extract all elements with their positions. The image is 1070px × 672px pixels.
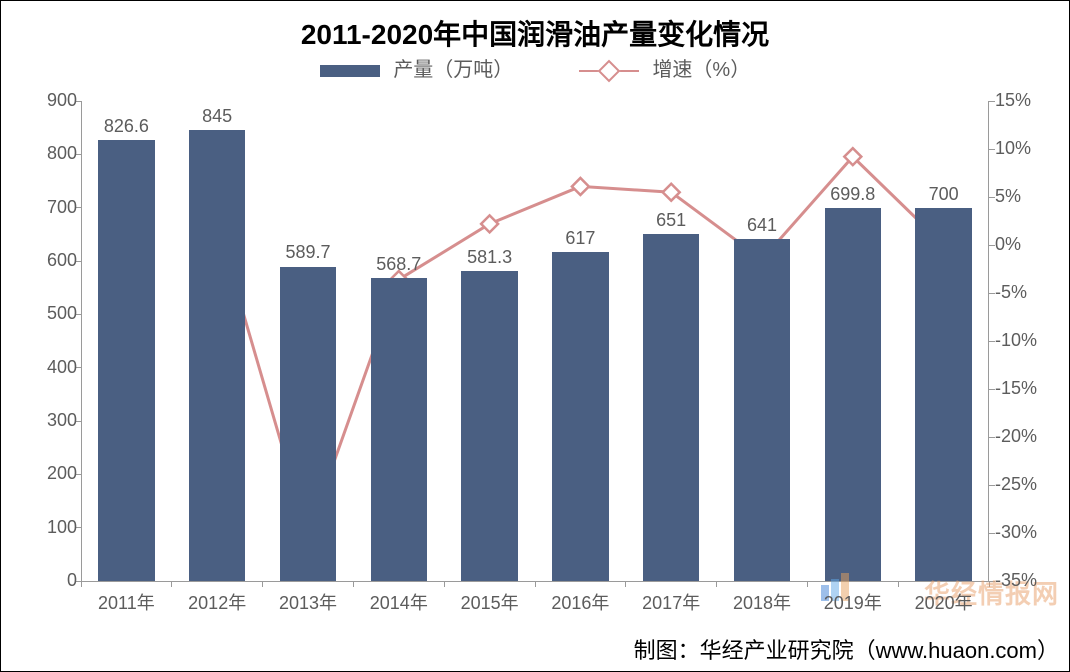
y-left-axis-label: 200 (7, 463, 77, 484)
bar-value-label: 581.3 (467, 247, 512, 268)
bar (643, 234, 699, 581)
bar-value-label: 589.7 (285, 242, 330, 263)
legend: 产量（万吨） 增速（%） (1, 53, 1069, 82)
legend-item-line: 增速（%） (579, 53, 750, 82)
y-left-axis-label: 500 (7, 303, 77, 324)
x-axis-label: 2018年 (733, 589, 791, 615)
x-tick (81, 581, 82, 587)
x-axis-label: 2013年 (279, 589, 337, 615)
chart-container: 2011-2020年中国润滑油产量变化情况 产量（万吨） 增速（%） 华经情报网… (0, 0, 1070, 672)
y-left-axis-label: 900 (7, 90, 77, 111)
bar (189, 130, 245, 581)
y-left-axis-label: 300 (7, 410, 77, 431)
diamond-marker-icon (663, 184, 680, 201)
y-right-axis-label: -25% (995, 474, 1065, 495)
y-left-axis-label: 700 (7, 197, 77, 218)
bar (280, 267, 336, 582)
bar-value-label: 651 (656, 210, 686, 231)
x-tick (898, 581, 899, 587)
diamond-marker-icon (481, 215, 498, 232)
bar (461, 271, 517, 581)
y-right-axis-label: 0% (995, 234, 1065, 255)
x-tick (625, 581, 626, 587)
bar (915, 208, 971, 581)
bar-value-label: 700 (929, 184, 959, 205)
x-tick (807, 581, 808, 587)
diamond-marker-icon (844, 148, 861, 165)
bar-value-label: 826.6 (104, 116, 149, 137)
x-axis-label: 2019年 (824, 589, 882, 615)
right-axis-line (988, 101, 989, 581)
y-left-axis-label: 0 (7, 570, 77, 591)
y-right-axis-label: -15% (995, 378, 1065, 399)
legend-item-bar: 产量（万吨） (320, 53, 514, 82)
x-tick (171, 581, 172, 587)
plot-area (81, 101, 989, 581)
footer-text: 制图：华经产业研究院（www.huaon.com） (1, 633, 1059, 665)
diamond-marker-icon (598, 59, 621, 82)
legend-line-label: 增速（%） (652, 59, 750, 81)
y-left-axis-label: 600 (7, 250, 77, 271)
x-tick (716, 581, 717, 587)
y-right-axis-label: -30% (995, 522, 1065, 543)
x-tick (353, 581, 354, 587)
x-axis-label: 2011年 (98, 589, 155, 615)
y-right-axis-label: -5% (995, 282, 1065, 303)
x-axis-label: 2020年 (915, 589, 973, 615)
x-axis-label: 2012年 (188, 589, 246, 615)
bar-value-label: 641 (747, 215, 777, 236)
bar (552, 252, 608, 581)
y-left-axis-label: 400 (7, 357, 77, 378)
bar-value-label: 699.8 (830, 184, 875, 205)
y-right-axis-label: -20% (995, 426, 1065, 447)
legend-swatch-bar (320, 65, 380, 77)
bar (825, 208, 881, 581)
legend-bar-label: 产量（万吨） (393, 59, 513, 81)
diamond-marker-icon (572, 178, 589, 195)
legend-swatch-line (579, 64, 639, 78)
bar-value-label: 568.7 (376, 254, 421, 275)
y-right-axis-label: 10% (995, 138, 1065, 159)
x-axis-label: 2017年 (642, 589, 700, 615)
left-axis-line (81, 101, 82, 581)
x-tick (444, 581, 445, 587)
bar-value-label: 617 (565, 228, 595, 249)
x-tick (535, 581, 536, 587)
bar (734, 239, 790, 581)
x-axis-label: 2016年 (551, 589, 609, 615)
bar (371, 278, 427, 581)
y-right-axis-label: -35% (995, 570, 1065, 591)
bar (98, 140, 154, 581)
y-left-axis-label: 100 (7, 517, 77, 538)
y-right-axis-label: 5% (995, 186, 1065, 207)
y-left-axis-label: 800 (7, 143, 77, 164)
y-right-axis-label: -10% (995, 330, 1065, 351)
bar-value-label: 845 (202, 106, 232, 127)
x-axis-label: 2015年 (461, 589, 519, 615)
y-right-axis-label: 15% (995, 90, 1065, 111)
x-axis-label: 2014年 (370, 589, 428, 615)
x-tick (262, 581, 263, 587)
chart-title: 2011-2020年中国润滑油产量变化情况 (1, 13, 1069, 53)
